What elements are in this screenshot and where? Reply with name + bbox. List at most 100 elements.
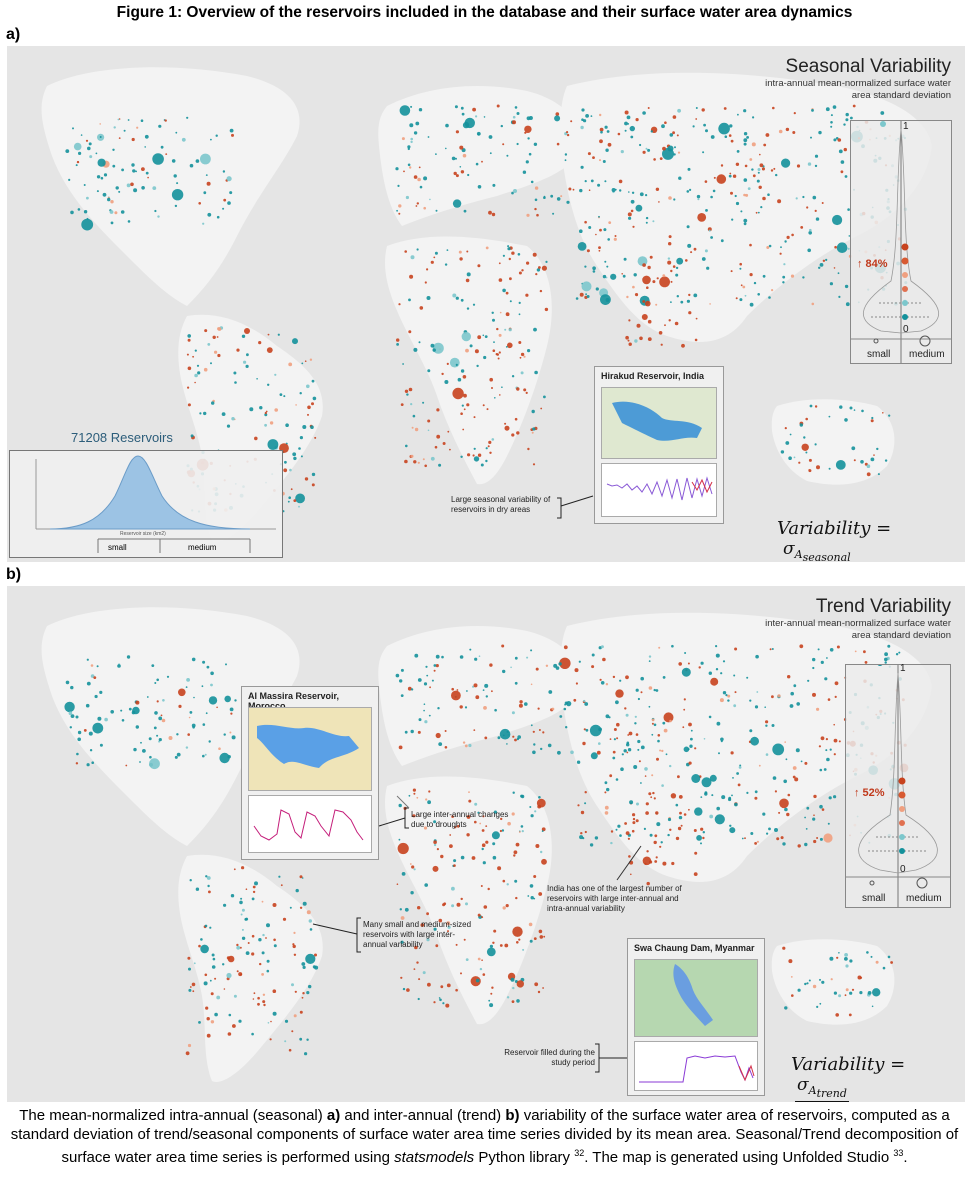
reservoir-dot [659, 157, 663, 160]
reservoir-dot [732, 174, 737, 178]
reservoir-dot [721, 795, 726, 800]
reservoir-dot [729, 124, 733, 128]
reservoir-dot [529, 806, 532, 808]
reservoir-dot [716, 174, 727, 184]
reservoir-dot [813, 794, 817, 799]
reservoir-dot [711, 794, 714, 797]
reservoir-dot [64, 701, 75, 713]
reservoir-dot [532, 730, 535, 733]
reservoir-dot [299, 1037, 303, 1041]
note-india: India has one of the largest number of r… [547, 884, 682, 913]
reservoir-dot [808, 979, 811, 982]
reservoir-dot [534, 810, 537, 813]
reservoir-dot [506, 883, 509, 886]
reservoir-dot [168, 736, 173, 740]
reservoir-dot [514, 656, 518, 660]
reservoir-dot [112, 164, 116, 168]
reservoir-dot [455, 174, 459, 178]
reservoir-dot [435, 654, 440, 659]
reservoir-dot [430, 456, 435, 461]
reservoir-dot [440, 854, 444, 859]
reservoir-dot [830, 121, 833, 124]
reservoir-dot [643, 827, 647, 830]
reservoir-dot [847, 208, 850, 211]
reservoir-dot [729, 172, 732, 175]
reservoir-dot [848, 1013, 852, 1017]
reservoir-dot [426, 674, 429, 677]
reservoir-dot [804, 842, 808, 847]
reservoir-dot [819, 804, 823, 809]
reservoir-dot [838, 149, 843, 154]
reservoir-dot [662, 676, 666, 679]
continent-shape [41, 67, 300, 306]
reservoir-dot [880, 111, 885, 115]
reservoir-dot [587, 152, 591, 156]
reservoir-dot [559, 715, 563, 718]
reservoir-dot [676, 257, 684, 265]
inset-satellite-map [601, 387, 717, 459]
reservoir-dot [488, 135, 493, 139]
reservoir-dot [451, 690, 461, 701]
reservoir-dot [227, 755, 231, 759]
reservoir-dot [462, 121, 470, 129]
reservoir-dot [739, 262, 742, 266]
reservoir-dot [455, 130, 459, 134]
reservoir-dot [207, 212, 212, 217]
reservoir-dot [464, 706, 468, 709]
reservoir-dot [314, 436, 317, 439]
reservoir-dot [408, 387, 413, 392]
reservoir-dot [216, 706, 218, 709]
reservoir-dot [295, 404, 297, 406]
reservoir-dot [734, 802, 738, 807]
reservoir-dot [532, 427, 536, 431]
reservoir-dot [230, 712, 233, 715]
inset-swa-chaung: Swa Chaung Dam, Myanmar [627, 938, 765, 1096]
reservoir-dot [848, 235, 851, 237]
reservoir-dot [703, 738, 706, 740]
reservoir-dot [857, 975, 862, 980]
reservoir-dot [551, 707, 555, 711]
reservoir-dot [534, 207, 537, 211]
reservoir-dot [410, 454, 414, 458]
reservoir-dot [435, 944, 439, 948]
continent-shape [771, 939, 895, 1025]
inset-timeseries-chart [248, 795, 372, 853]
reservoir-dot [510, 977, 515, 982]
reservoir-dot [787, 675, 791, 679]
reservoir-dot [659, 845, 662, 848]
reservoir-dot [534, 198, 538, 202]
reservoir-dot [784, 807, 788, 812]
reservoir-dot [759, 163, 764, 168]
reservoir-dot [627, 212, 632, 217]
reservoir-dot [664, 121, 667, 124]
reservoir-dot [867, 991, 872, 995]
reservoir-dot [452, 387, 464, 400]
reservoir-dot [216, 995, 221, 1000]
reservoir-dot [703, 123, 706, 127]
reservoir-dot [514, 879, 518, 883]
reservoir-dot [307, 405, 311, 410]
reservoir-dot [749, 302, 754, 307]
reservoir-dot [638, 760, 641, 763]
reservoir-dot [733, 674, 736, 677]
violin-bottom-value: 0 [903, 324, 909, 335]
reservoir-dot [496, 327, 499, 331]
reservoir-dot [472, 303, 476, 306]
reservoir-dot [568, 187, 572, 191]
reservoir-dot [426, 268, 429, 271]
reservoir-dot [231, 133, 234, 137]
reservoir-dot [483, 355, 487, 360]
formula-lhs: Variability = [777, 518, 892, 539]
reservoir-dot [417, 177, 421, 182]
reservoir-dot [632, 285, 635, 289]
reservoir-dot [95, 152, 98, 155]
reservoir-dot [404, 459, 408, 464]
reservoir-dot [803, 436, 806, 439]
reservoir-dot [504, 328, 507, 331]
reservoir-dot [620, 150, 624, 154]
reservoir-dot [819, 263, 824, 267]
reservoir-dot [651, 722, 654, 725]
reservoir-dot [191, 657, 196, 662]
reservoir-dot [787, 793, 791, 797]
reservoir-dot [417, 997, 420, 1001]
